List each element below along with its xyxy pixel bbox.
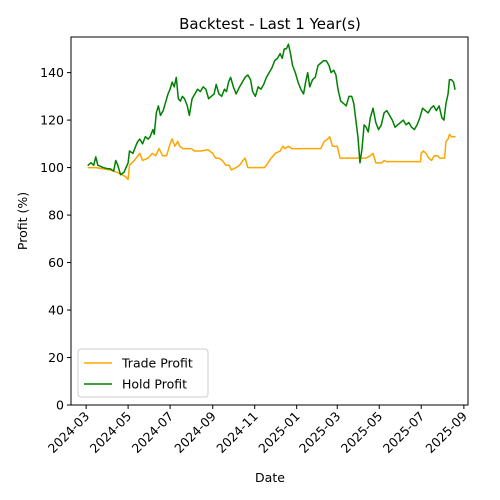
y-axis-title: Profit (%): [15, 192, 30, 250]
y-tick-label: 100: [40, 160, 64, 175]
legend-label: Trade Profit: [121, 356, 193, 371]
series-line-hold-profit: [87, 43, 456, 176]
legend-box: [77, 348, 209, 398]
y-tick-label: 0: [56, 398, 64, 413]
series-line-trade-profit: [87, 133, 456, 181]
legend-label: Hold Profit: [122, 377, 187, 392]
legend: Trade Profit Hold Profit: [77, 348, 209, 398]
plot-area: [87, 43, 456, 181]
axes-frame: [70, 36, 469, 406]
y-tick-label: 20: [48, 350, 64, 365]
y-tick-label: 40: [48, 303, 64, 318]
y-tick-label: 140: [40, 65, 64, 80]
y-tick-label: 80: [48, 208, 64, 223]
x-axis-title: Date: [255, 470, 285, 485]
y-tick-label: 60: [48, 255, 64, 270]
y-tick-label: 120: [40, 113, 64, 128]
chart-title: Backtest - Last 1 Year(s): [179, 15, 361, 33]
